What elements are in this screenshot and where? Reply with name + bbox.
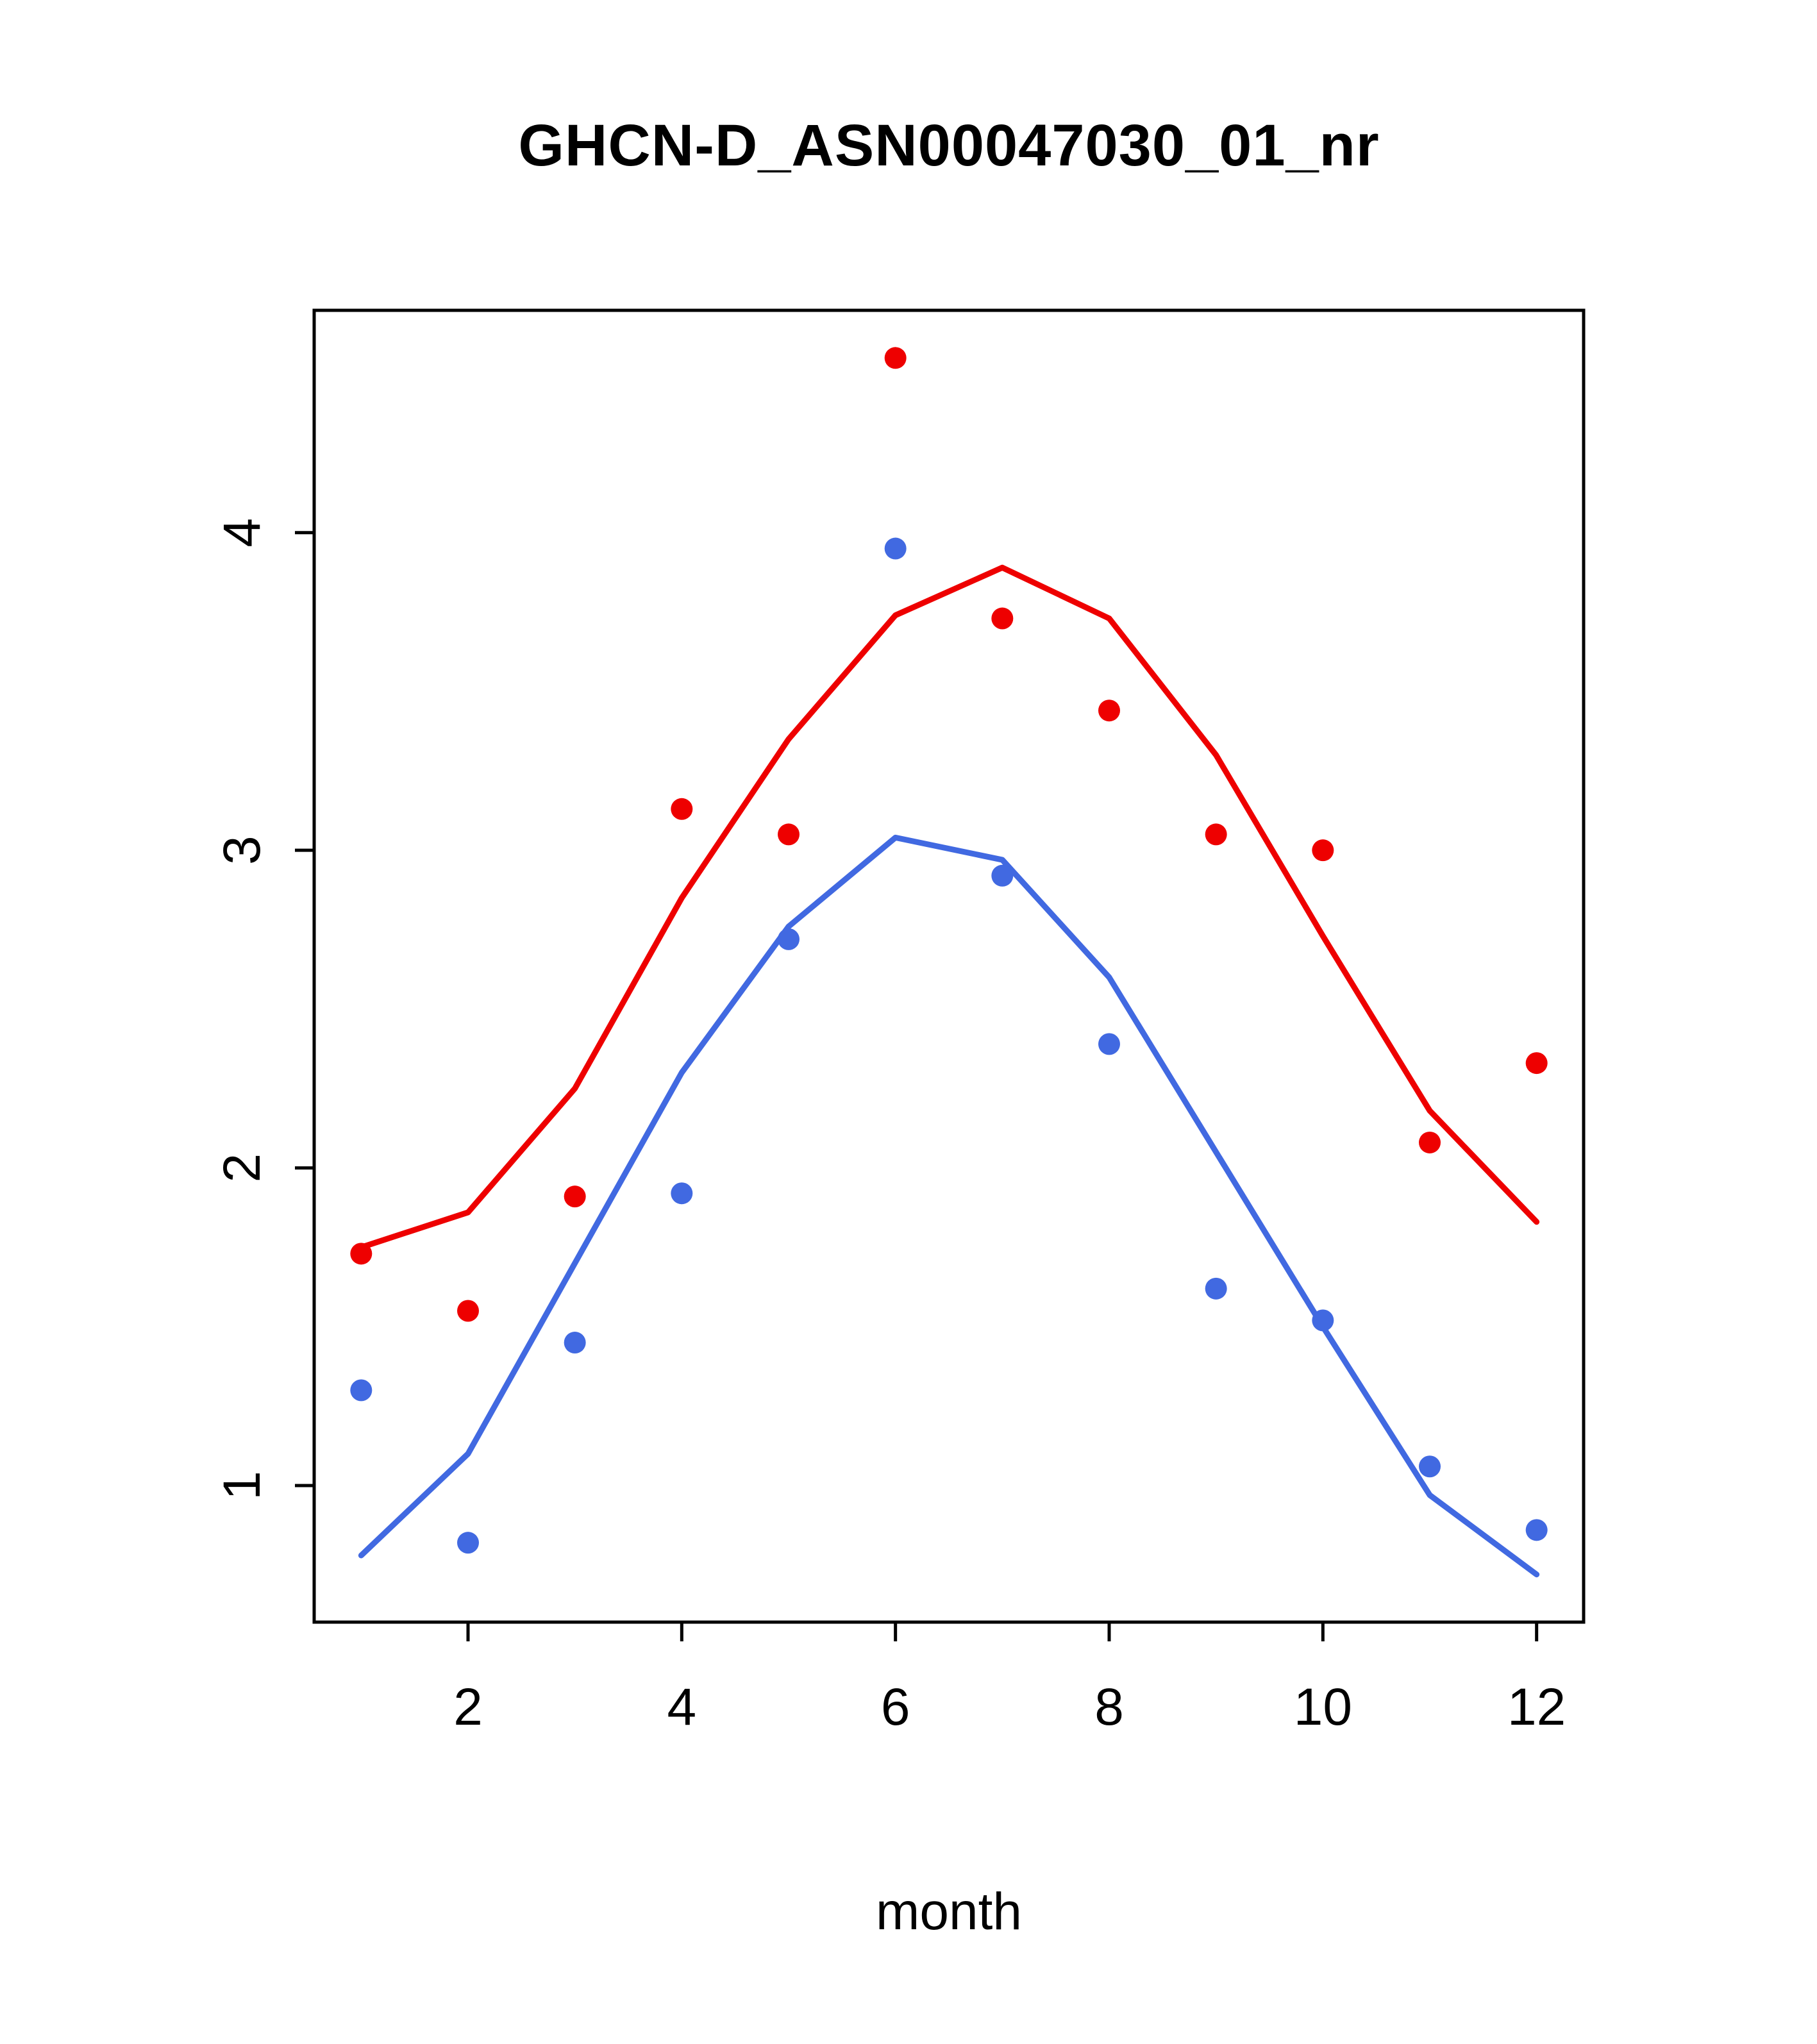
blue-points-marker xyxy=(564,1332,586,1354)
y-tick-label: 2 xyxy=(213,1153,271,1183)
x-tick-label: 4 xyxy=(667,1678,697,1736)
red-points-marker xyxy=(991,607,1014,630)
red-points-marker xyxy=(350,1243,373,1265)
red-smooth-line xyxy=(358,564,1540,1250)
blue-points-marker xyxy=(778,928,800,950)
red-points-marker xyxy=(778,823,800,846)
x-tick-label: 8 xyxy=(1094,1678,1124,1736)
x-axis-label: month xyxy=(876,1882,1022,1941)
blue-points-marker xyxy=(884,537,907,560)
red-points-marker xyxy=(457,1300,479,1322)
blue-points-marker xyxy=(1098,1033,1120,1055)
red-points-marker xyxy=(1419,1131,1441,1153)
x-tick-label: 12 xyxy=(1507,1678,1566,1736)
y-tick-label: 1 xyxy=(213,1471,271,1500)
y-tick-label: 4 xyxy=(213,518,271,548)
blue-smooth-line xyxy=(358,834,1540,1578)
blue-points-marker xyxy=(1525,1519,1548,1541)
blue-points-marker xyxy=(671,1182,693,1205)
blue-points-marker xyxy=(991,864,1014,887)
blue-points-marker xyxy=(457,1532,479,1554)
blue-points-marker xyxy=(350,1379,373,1402)
blue-points-marker xyxy=(1419,1455,1441,1478)
y-tick-label: 3 xyxy=(213,835,271,865)
plot-box xyxy=(312,308,1586,1624)
red-points-marker xyxy=(884,347,907,369)
blue-points-marker xyxy=(1312,1309,1334,1332)
red-points-marker xyxy=(1312,839,1334,862)
blue-points-marker xyxy=(1205,1277,1227,1300)
red-points-marker xyxy=(1098,699,1120,722)
x-tick-label: 10 xyxy=(1294,1678,1352,1736)
red-points-marker xyxy=(671,798,693,820)
red-points-marker xyxy=(1525,1052,1548,1075)
x-tick-label: 6 xyxy=(881,1678,910,1736)
red-points-marker xyxy=(564,1185,586,1208)
chart-title: GHCN-D_ASN00047030_01_nr xyxy=(518,113,1380,178)
x-tick-label: 2 xyxy=(453,1678,483,1736)
red-points-marker xyxy=(1205,823,1227,846)
